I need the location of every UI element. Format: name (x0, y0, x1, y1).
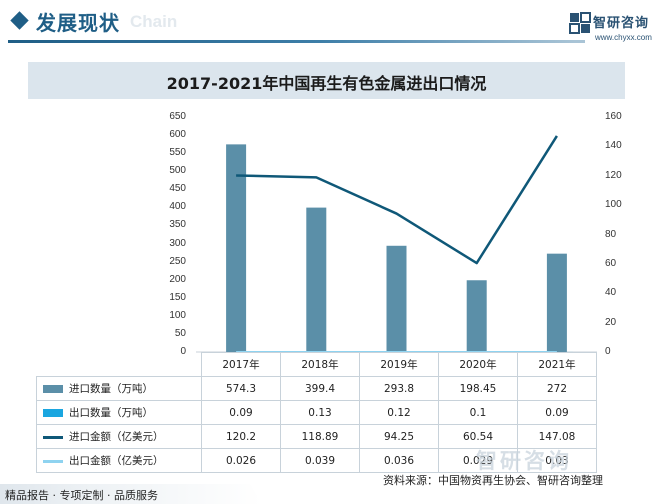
section-title: 发展现状 (36, 11, 120, 35)
table-cell: 0.09 (201, 400, 281, 425)
category-label: 2018年 (280, 352, 360, 377)
table-cell: 399.4 (280, 376, 360, 401)
table-cell: 0.026 (201, 448, 281, 473)
legend-key (43, 459, 63, 463)
table-cell: 574.3 (201, 376, 281, 401)
table-row: 出口金额（亿美元） 0.026 0.039 0.036 0.029 0.03 (36, 448, 597, 473)
table-cell: 0.13 (280, 400, 360, 425)
y-left-tick-label: 450 (169, 183, 186, 195)
table-cell: 0.1 (438, 400, 518, 425)
chart-title: 2017-2021年中国再生有色金属进出口情况 (166, 74, 487, 93)
y-right-tick-label: 140 (605, 140, 622, 152)
series-name: 进口数量（万吨） (69, 383, 153, 395)
table-row: 进口金额（亿美元） 120.2 118.89 94.25 60.54 147.0… (36, 424, 597, 449)
line-import-value (236, 135, 558, 265)
legend-key (43, 385, 63, 393)
footer-tagline: 精品报告 · 专项定制 · 品质服务 (5, 489, 158, 502)
y-right-tick-label: 20 (605, 316, 617, 328)
bar-import-volume (546, 253, 567, 352)
y-right-tick-label: 60 (605, 257, 617, 269)
bar-import-volume (306, 207, 327, 352)
bar-import-volume (226, 144, 247, 352)
y-left-tick-label: 100 (169, 309, 186, 321)
y-left-tick-label: 600 (169, 129, 186, 141)
row-header: 出口数量（万吨） (36, 400, 202, 425)
category-label: 2019年 (359, 352, 439, 377)
header: 发展现状 Chain (0, 0, 655, 48)
y-right-tick-label: 40 (605, 287, 617, 299)
y-left-tick-label: 650 (169, 111, 186, 122)
row-header: 进口金额（亿美元） (36, 424, 202, 449)
table-row: 出口数量（万吨） 0.09 0.13 0.12 0.1 0.09 (36, 400, 597, 425)
category-label: 2017年 (201, 352, 281, 377)
y-right-tick-label: 120 (605, 169, 622, 181)
table-cell: 0.029 (438, 448, 518, 473)
table-header-row: 2017年 2018年 2019年 2020年 2021年 (36, 352, 597, 377)
table-cell: 0.09 (517, 400, 597, 425)
table-row: 进口数量（万吨） 574.3 399.4 293.8 198.45 272 (36, 376, 597, 401)
chart-title-bar: 2017-2021年中国再生有色金属进出口情况 (28, 62, 625, 99)
table-cell: 0.03 (517, 448, 597, 473)
header-underline-end (575, 40, 585, 43)
y-left-tick-label: 0 (180, 346, 186, 357)
table-cell: 272 (517, 376, 597, 401)
logo-name: 智研咨询 (593, 16, 650, 31)
bar-import-volume (466, 280, 487, 352)
table-cell: 60.54 (438, 424, 518, 449)
y-right-tick-label: 0 (605, 346, 611, 357)
header-ghost-text: Chain (130, 12, 178, 31)
data-source: 资料来源：中国物资再生协会、智研咨询整理 (383, 474, 603, 487)
table-cell: 118.89 (280, 424, 360, 449)
y-right-tick-label: 80 (605, 228, 617, 240)
legend-key (43, 409, 63, 417)
y-left-tick-label: 550 (169, 147, 186, 159)
category-label: 2021年 (517, 352, 597, 377)
table-cell: 0.039 (280, 448, 360, 473)
y-left-tick-label: 500 (169, 165, 186, 177)
logo-url: www.chyxx.com (595, 33, 652, 42)
table-cell: 293.8 (359, 376, 439, 401)
footer-bar (0, 484, 262, 504)
legend-key (43, 435, 63, 439)
header-underline (8, 40, 575, 43)
table-corner (36, 352, 202, 377)
series-name: 进口金额（亿美元） (69, 431, 164, 443)
row-header: 出口金额（亿美元） (36, 448, 202, 473)
y-left-tick-label: 400 (169, 201, 186, 213)
y-left-tick-label: 150 (169, 291, 186, 303)
footer-brand-watermark: 智研咨询 (476, 449, 572, 473)
y-left-tick-label: 250 (169, 255, 186, 267)
table-cell: 120.2 (201, 424, 281, 449)
table-cell: 0.12 (359, 400, 439, 425)
table-cell: 198.45 (438, 376, 518, 401)
y-left-tick-label: 50 (174, 327, 186, 339)
y-left-tick-label: 350 (169, 219, 186, 231)
series-name: 出口数量（万吨） (69, 407, 153, 419)
y-right-tick-label: 160 (605, 111, 622, 122)
brand-logo: 智研咨询 www.chyxx.com (569, 10, 652, 46)
logo-icon (569, 12, 591, 34)
row-header: 进口数量（万吨） (36, 376, 202, 401)
y-left-tick-label: 200 (169, 273, 186, 285)
series-name: 出口金额（亿美元） (69, 455, 164, 467)
category-label: 2020年 (438, 352, 518, 377)
bar-import-volume (386, 245, 407, 352)
y-left-tick-label: 300 (169, 237, 186, 249)
table-cell: 0.036 (359, 448, 439, 473)
table-cell: 94.25 (359, 424, 439, 449)
y-right-tick-label: 100 (605, 199, 622, 211)
data-table: 2017年 2018年 2019年 2020年 2021年 进口数量（万吨） 5… (36, 352, 597, 473)
